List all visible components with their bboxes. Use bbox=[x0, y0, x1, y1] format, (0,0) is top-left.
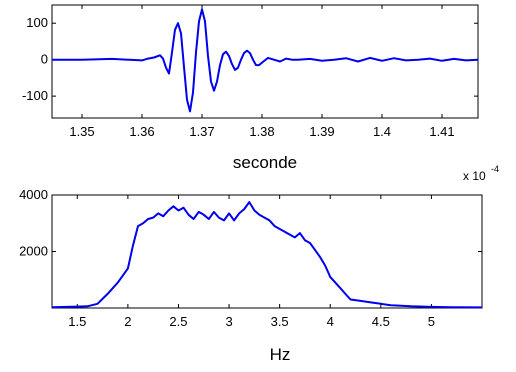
x-tick-label: 1.36 bbox=[129, 124, 154, 139]
y-tick-label: 100 bbox=[26, 15, 48, 30]
x-tick-label: 4 bbox=[327, 314, 334, 329]
x-tick-label: 4.5 bbox=[372, 314, 390, 329]
x-tick-label: 5 bbox=[428, 314, 435, 329]
y-tick-label: 2000 bbox=[19, 244, 48, 259]
x-tick-label: 1.37 bbox=[189, 124, 214, 139]
x-tick-label: 2 bbox=[124, 314, 131, 329]
y-tick-label: 4000 bbox=[19, 187, 48, 202]
time-x-axis-label: seconde bbox=[233, 153, 297, 172]
x-tick-label: 1.41 bbox=[429, 124, 454, 139]
x-tick-label: 3.5 bbox=[271, 314, 289, 329]
x-tick-label: 3 bbox=[225, 314, 232, 329]
frequency-y-ticks: 2000 4000 bbox=[19, 187, 482, 259]
time-x-ticks: 1.35 1.36 1.37 1.38 1.39 1.4 1.41 bbox=[69, 5, 455, 139]
frequency-chart: 2000 4000 1.5 2 2.5 3 3.5 4 4.5 5 Hz bbox=[19, 187, 483, 364]
frequency-x-axis-label: Hz bbox=[270, 345, 291, 364]
time-axis-multiplier-exponent: -4 bbox=[491, 164, 499, 174]
y-tick-label: -100 bbox=[22, 88, 48, 103]
frequency-series-line bbox=[51, 201, 483, 309]
x-tick-label: 1.35 bbox=[69, 124, 94, 139]
x-tick-label: 2.5 bbox=[169, 314, 187, 329]
time-chart: -100 0 100 1.35 1.36 1.37 1.38 1.39 1.4 1.41 sec… bbox=[22, 4, 499, 183]
x-tick-label: 1.38 bbox=[249, 124, 274, 139]
time-axis-multiplier: x 10 bbox=[463, 169, 486, 183]
frequency-plot-area bbox=[51, 194, 483, 309]
x-tick-label: 1.5 bbox=[68, 314, 86, 329]
y-tick-label: 0 bbox=[41, 52, 48, 67]
time-y-ticks: -100 0 100 bbox=[22, 15, 478, 103]
frequency-x-ticks: 1.5 2 2.5 3 3.5 4 4.5 5 bbox=[68, 195, 435, 329]
x-tick-label: 1.39 bbox=[309, 124, 334, 139]
time-series-line bbox=[52, 8, 479, 113]
x-tick-label: 1.4 bbox=[373, 124, 391, 139]
